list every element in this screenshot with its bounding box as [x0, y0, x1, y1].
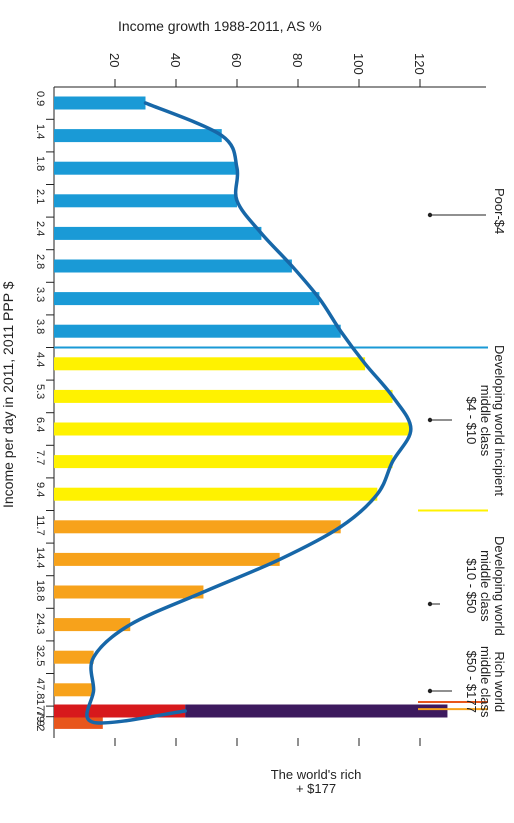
group-label: Poor-$4 [492, 188, 507, 235]
bar [54, 552, 280, 566]
bar [54, 487, 378, 501]
x-tick-label: 24.3 [34, 612, 46, 635]
bar [54, 715, 103, 729]
group-label: Developing world incipient middle class … [464, 345, 507, 497]
x-tick-label: 5.3 [34, 384, 46, 400]
bar [54, 585, 204, 599]
x-tick-label: 18.8 [34, 580, 46, 602]
x-tick-label: 14.4 [34, 547, 46, 569]
x-tick-label: 2.8 [34, 254, 46, 270]
x-axis-label: Income per day in 2011, 2011 PPP $ [0, 281, 16, 509]
y-tick-label: 80 [290, 53, 305, 68]
bar [54, 259, 292, 273]
bar [54, 650, 94, 664]
bar [54, 389, 393, 403]
bar [54, 96, 146, 110]
x-tick-label: 32.5 [34, 645, 46, 667]
bar-richest [185, 704, 448, 718]
bar [54, 618, 131, 632]
x-tick-label: 2.1 [34, 188, 46, 205]
x-tick-label: 11.7 [34, 514, 46, 536]
bar [54, 226, 262, 240]
x-tick-label: 3.3 [34, 286, 46, 302]
x-tick-label: 2.4 [34, 221, 46, 237]
bar [54, 324, 341, 338]
x-tick-label: 177.9 [34, 699, 46, 727]
x-tick-label: 3.8 [34, 319, 46, 335]
bar [54, 422, 411, 436]
bar [54, 520, 341, 534]
x-tick-label: 47.8 [34, 677, 46, 700]
annotation-worlds-rich: The world's rich + $177 [270, 767, 362, 796]
bar [54, 129, 222, 143]
y-tick-label: 60 [229, 53, 244, 68]
y-tick-label: 100 [351, 53, 366, 75]
x-tick-label: 9.4 [34, 482, 46, 498]
bar [54, 194, 237, 208]
bar [54, 357, 366, 371]
group-label: Developing world middle class $10 - $50 [464, 536, 507, 636]
group-label: Rich world middle class $50 - $177 [464, 646, 507, 718]
x-tick-label: 1.4 [34, 123, 46, 139]
y-tick-label: 40 [168, 53, 183, 68]
bar [54, 161, 237, 175]
y-tick-label: 120 [412, 53, 427, 75]
bar [54, 455, 393, 469]
chart-title: Income growth 1988-2011, AS % [118, 18, 322, 34]
x-tick-label: 1.8 [34, 156, 46, 172]
x-tick-label: 7.7 [34, 449, 46, 465]
x-tick-label: 4.4 [34, 351, 46, 368]
x-tick-label: 0.9 [34, 91, 46, 107]
bar [54, 292, 320, 306]
growth-curve [85, 101, 413, 725]
y-tick-label: 20 [107, 53, 122, 68]
x-tick-label: 6.4 [34, 417, 46, 433]
bar [54, 683, 94, 697]
